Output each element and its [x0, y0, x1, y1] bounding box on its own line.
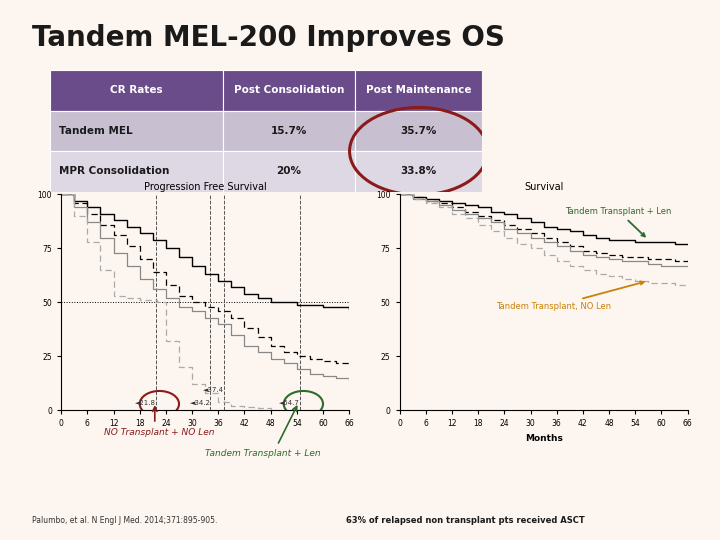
Bar [50, 151, 223, 192]
Bar [223, 70, 355, 111]
Bar [223, 151, 355, 192]
Text: Palumbo, et al. N Engl J Med. 2014;371:895-905.: Palumbo, et al. N Engl J Med. 2014;371:8… [32, 516, 217, 525]
Text: 35.7%: 35.7% [400, 126, 437, 136]
Text: NO Transplant + NO Len: NO Transplant + NO Len [104, 428, 215, 437]
Text: CR Rates: CR Rates [110, 85, 163, 96]
Bar [355, 151, 482, 192]
Text: ◄54.7: ◄54.7 [279, 400, 300, 406]
Text: ◄34.2: ◄34.2 [189, 400, 210, 406]
Title: Progression Free Survival: Progression Free Survival [144, 182, 266, 192]
Text: Post Maintenance: Post Maintenance [366, 85, 472, 96]
X-axis label: Months: Months [525, 434, 562, 443]
Text: 63% of relapsed non transplant pts received ASCT: 63% of relapsed non transplant pts recei… [346, 516, 585, 525]
Text: Post Consolidation: Post Consolidation [234, 85, 344, 96]
Text: Tandem Transplant, NO Len: Tandem Transplant, NO Len [495, 281, 644, 311]
Text: 15.7%: 15.7% [271, 126, 307, 136]
Text: ◄37.4: ◄37.4 [204, 387, 225, 393]
Bar [355, 70, 482, 111]
Text: Tandem Transplant + Len: Tandem Transplant + Len [205, 449, 321, 458]
Text: Tandem MEL: Tandem MEL [59, 126, 132, 136]
Bar [50, 111, 223, 151]
Bar [355, 111, 482, 151]
Text: 33.8%: 33.8% [400, 166, 437, 177]
Text: Tandem Transplant + Len: Tandem Transplant + Len [565, 207, 672, 237]
Text: Tandem MEL-200 Improves OS: Tandem MEL-200 Improves OS [32, 24, 505, 52]
Text: MPR Consolidation: MPR Consolidation [59, 166, 169, 177]
Bar [223, 111, 355, 151]
Text: ◄21.8: ◄21.8 [135, 400, 156, 406]
Title: Survival: Survival [524, 182, 563, 192]
Text: 20%: 20% [276, 166, 302, 177]
Bar [50, 70, 223, 111]
